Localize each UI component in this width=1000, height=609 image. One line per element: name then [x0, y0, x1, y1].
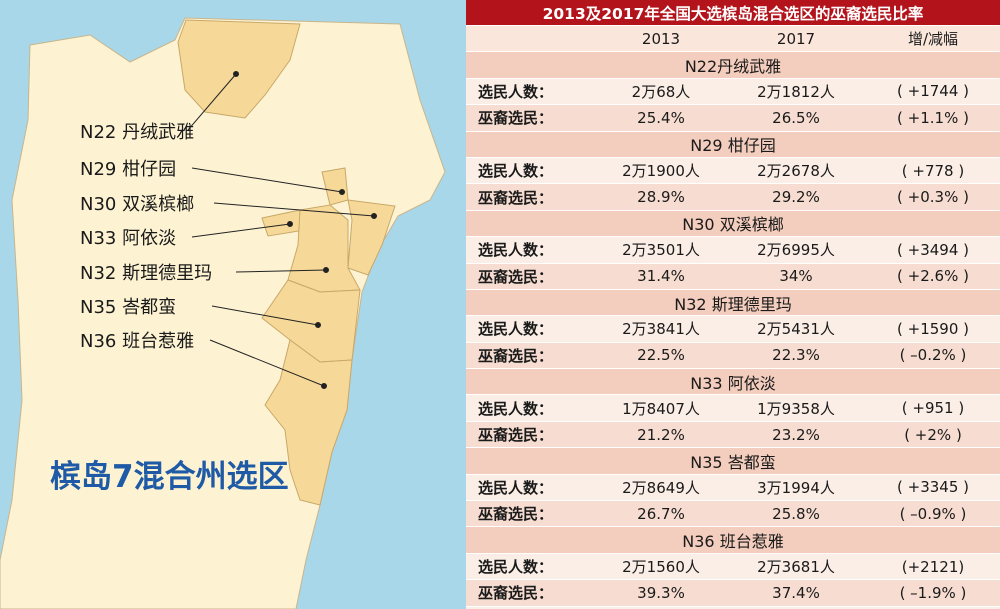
- district-label: N32 斯理德里玛: [80, 263, 212, 284]
- cell: 22.5%: [637, 346, 685, 365]
- column-header: 2013: [641, 29, 681, 48]
- row-label: 选民人数：: [478, 558, 554, 576]
- row-label: 巫裔选民：: [478, 109, 554, 128]
- cell: 31.4%: [637, 267, 685, 286]
- cell: 2万1900人: [622, 162, 700, 181]
- cell: 1万8407人: [622, 399, 700, 418]
- section-header: N30 双溪槟榔: [466, 210, 1000, 238]
- column-header: 增/减幅: [907, 30, 959, 49]
- row-label: 巫裔选民：: [478, 267, 554, 286]
- data-row: 选民人数： 1万8407人 1万9358人 ( +951 ): [466, 395, 1000, 422]
- cell: ( –0.9% ): [899, 504, 967, 523]
- section-header: N32 斯理德里玛: [466, 289, 1000, 317]
- cell: 25.8%: [772, 504, 820, 523]
- cell: ( –1.9% ): [899, 583, 967, 602]
- section-header: N33 阿依淡: [466, 369, 1000, 396]
- district-n36: [264, 339, 353, 506]
- cell: ( +2.6% ): [897, 267, 969, 286]
- district-label: N30 双溪槟榔: [80, 194, 194, 215]
- cell: 22.3%: [772, 346, 820, 365]
- cell: 39.3%: [637, 583, 685, 602]
- cell: 34%: [779, 267, 813, 286]
- cell: ( +3494 ): [897, 240, 969, 259]
- map-title: 槟岛7混合州选区: [50, 459, 289, 495]
- data-row: 选民人数： 2万1560人 2万3681人 (+2121): [466, 553, 1000, 581]
- data-row: 选民人数： 2万1900人 2万2678人 ( +778 ): [466, 157, 1000, 185]
- cell: 2万2678人: [757, 162, 835, 181]
- data-row: 巫裔选民： 25.4% 26.5% ( +1.1% ): [466, 105, 1000, 132]
- leader-lines: [187, 71, 377, 389]
- section-header: N29 柑仔园: [466, 131, 1000, 158]
- district-label: N22 丹绒武雅: [80, 122, 194, 143]
- cell: 2万1812人: [757, 82, 835, 101]
- district-label: N29 柑仔园: [80, 159, 176, 180]
- district-n22: [177, 19, 301, 119]
- cell: 2万3681人: [757, 558, 835, 576]
- section-header: N22丹绒武雅: [466, 52, 1000, 79]
- cell: 2万1560人: [622, 558, 700, 576]
- row-label: 选民人数：: [478, 82, 554, 101]
- data-row: 选民人数： 2万3501人 2万6995人 ( +3494 ): [466, 237, 1000, 264]
- row-label: 巫裔选民：: [478, 346, 554, 365]
- cell: 1万9358人: [757, 399, 835, 418]
- column-header: 2017: [776, 29, 816, 48]
- cell: ( +1744 ): [897, 82, 969, 101]
- cell: 2万3841人: [622, 320, 700, 339]
- cell: 26.7%: [637, 504, 685, 523]
- data-row: 选民人数： 2万68人 2万1812人 ( +1744 ): [466, 78, 1000, 106]
- data-row: 巫裔选民： 21.2% 23.2% ( +2% ): [466, 421, 1000, 449]
- cell: 21.2%: [637, 425, 685, 444]
- district-label: N35 峇都蛮: [80, 297, 176, 318]
- district-label: N36 班台惹雅: [80, 331, 194, 352]
- cell: 37.4%: [772, 583, 820, 602]
- section-header: N35 峇都蛮: [466, 448, 1000, 475]
- district-label: N33 阿依淡: [80, 228, 176, 249]
- cell: 2万6995人: [757, 241, 835, 260]
- cell: ( +1590 ): [897, 319, 969, 338]
- row-label: 选民人数：: [478, 241, 554, 260]
- cell: 26.5%: [772, 108, 820, 127]
- cell: 25.4%: [637, 108, 685, 127]
- map: N22 丹绒武雅 N29 柑仔园 N30 双溪槟榔 N33 阿依淡 N32 斯理…: [0, 0, 466, 609]
- table: 2013及2017年全国大选槟岛混合选区的巫裔选民比率 2013 2017 增/…: [466, 0, 1000, 609]
- row-label: 巫裔选民：: [478, 505, 554, 524]
- cell: 3万1994人: [757, 478, 835, 497]
- cell: 23.2%: [772, 425, 820, 444]
- row-label: 选民人数：: [478, 478, 554, 497]
- cell: 2万8649人: [622, 478, 700, 497]
- cell: 2万5431人: [757, 320, 835, 339]
- table-title: 2013及2017年全国大选槟岛混合选区的巫裔选民比率: [466, 0, 1000, 26]
- row-label: 巫裔选民：: [478, 426, 554, 445]
- cell: 29.2%: [772, 188, 820, 207]
- cell: ( +778 ): [901, 161, 965, 180]
- row-label: 选民人数：: [478, 399, 554, 418]
- cell: ( +2% ): [904, 425, 962, 444]
- row-label: 选民人数：: [478, 320, 554, 339]
- cell: 2万3501人: [622, 241, 700, 260]
- data-row: 巫裔选民： 31.4% 34% ( +2.6% ): [466, 263, 1000, 290]
- data-row: 巫裔选民： 22.5% 22.3% ( –0.2% ): [466, 342, 1000, 370]
- row-label: 选民人数：: [478, 162, 554, 181]
- cell: (+2121): [901, 557, 965, 576]
- district-n30: [347, 199, 396, 276]
- cell: ( +0.3% ): [897, 188, 969, 207]
- data-row: 巫裔选民： 28.9% 29.2% ( +0.3% ): [466, 184, 1000, 211]
- data-row: 巫裔选民： 26.7% 25.8% ( –0.9% ): [466, 501, 1000, 528]
- cell: ( +951 ): [901, 399, 965, 418]
- row-label: 巫裔选民：: [478, 188, 554, 207]
- cell: 2万68人: [631, 82, 691, 101]
- row-label: 巫裔选民：: [478, 584, 554, 603]
- data-row: 选民人数： 2万8649人 3万1994人 ( +3345 ): [466, 474, 1000, 502]
- cell: 28.9%: [637, 188, 685, 207]
- cell: ( –0.2% ): [899, 346, 967, 365]
- column-header-row: 2013 2017 增/减幅: [466, 26, 1000, 53]
- cell: ( +3345 ): [897, 478, 969, 497]
- section-header: N36 班台惹雅: [466, 527, 1000, 554]
- data-row: 选民人数： 2万3841人 2万5431人 ( +1590 ): [466, 316, 1000, 343]
- data-row: 巫裔选民： 39.3% 37.4% ( –1.9% ): [466, 580, 1000, 607]
- cell: ( +1.1% ): [897, 108, 969, 127]
